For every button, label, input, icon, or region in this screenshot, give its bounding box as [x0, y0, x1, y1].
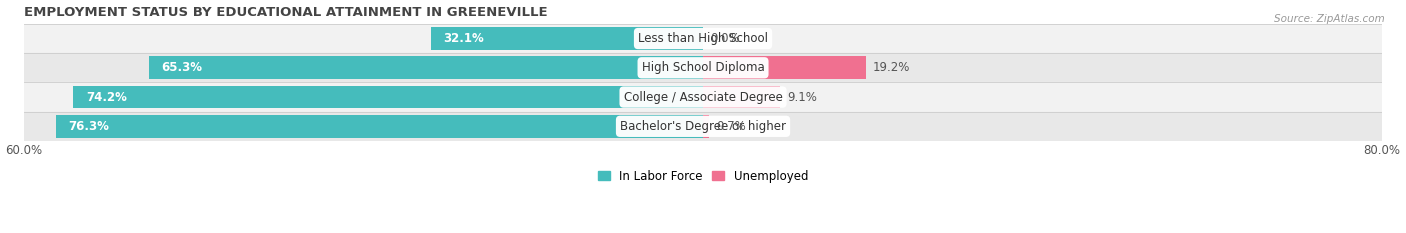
Bar [430, 27, 703, 50]
Text: 65.3%: 65.3% [162, 61, 202, 74]
Text: EMPLOYMENT STATUS BY EDUCATIONAL ATTAINMENT IN GREENEVILLE: EMPLOYMENT STATUS BY EDUCATIONAL ATTAINM… [24, 6, 548, 19]
Text: Bachelor's Degree or higher: Bachelor's Degree or higher [620, 120, 786, 133]
Text: 19.2%: 19.2% [873, 61, 910, 74]
Text: Less than High School: Less than High School [638, 32, 768, 45]
Bar [149, 56, 703, 79]
Bar [73, 86, 703, 109]
Bar [24, 53, 1382, 82]
Text: 74.2%: 74.2% [86, 91, 127, 103]
Bar [24, 24, 1382, 53]
Bar [24, 112, 1382, 141]
Text: 76.3%: 76.3% [69, 120, 110, 133]
Text: 0.7%: 0.7% [716, 120, 745, 133]
Text: 9.1%: 9.1% [787, 91, 817, 103]
Text: 0.0%: 0.0% [710, 32, 740, 45]
Bar [703, 115, 709, 138]
Text: College / Associate Degree: College / Associate Degree [624, 91, 783, 103]
Bar [703, 86, 780, 109]
Text: 32.1%: 32.1% [443, 32, 484, 45]
Text: Source: ZipAtlas.com: Source: ZipAtlas.com [1274, 14, 1385, 24]
Bar [703, 56, 866, 79]
Legend: In Labor Force, Unemployed: In Labor Force, Unemployed [593, 165, 813, 188]
Bar [24, 82, 1382, 112]
Bar [55, 115, 703, 138]
Text: High School Diploma: High School Diploma [641, 61, 765, 74]
